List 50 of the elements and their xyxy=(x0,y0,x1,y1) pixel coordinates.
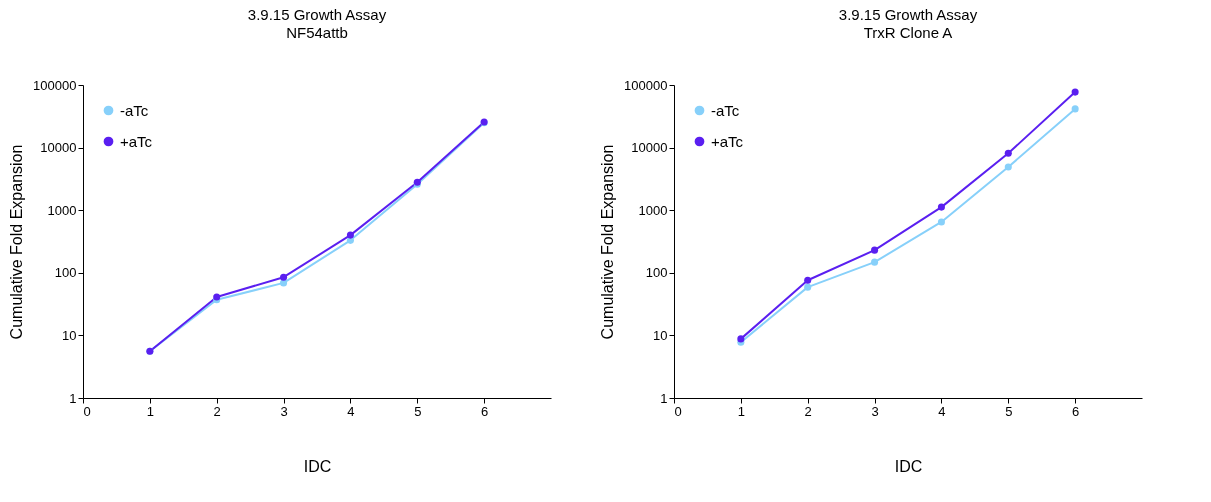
x-tick-label: 2 xyxy=(213,403,221,419)
point xyxy=(871,258,879,266)
x-tick-label: 1 xyxy=(737,403,745,419)
y-tick-label: 1 xyxy=(69,390,77,406)
y-tick-label: 1000 xyxy=(638,202,668,218)
legend-label: -aTc xyxy=(711,101,740,119)
point xyxy=(937,203,945,211)
x-tick-label: 3 xyxy=(871,403,879,419)
x-tick-label: 4 xyxy=(347,403,355,419)
x-tick-label: 1 xyxy=(146,403,154,419)
x-tick-label: 6 xyxy=(481,403,489,419)
x-tick-label: 5 xyxy=(1005,403,1013,419)
y-axis-title: Cumulative Fold Expansion xyxy=(599,144,617,340)
point xyxy=(1004,149,1012,157)
legend-label: +aTc xyxy=(711,132,744,150)
point xyxy=(937,218,945,226)
point xyxy=(871,246,879,254)
chart-title: 3.9.15 Growth Assay xyxy=(838,6,978,23)
x-tick-label: 6 xyxy=(1072,403,1080,419)
y-tick-label: 100 xyxy=(645,265,668,281)
point xyxy=(1071,88,1079,96)
chart-subtitle: NF54attb xyxy=(286,24,348,41)
legend-label: +aTc xyxy=(120,132,153,150)
x-tick-label: 2 xyxy=(804,403,812,419)
y-tick-label: 100000 xyxy=(33,77,77,93)
y-tick-label: 10000 xyxy=(631,140,668,156)
legend-label: -aTc xyxy=(120,101,149,119)
point xyxy=(346,231,354,239)
point xyxy=(804,276,812,284)
y-tick-label: 100000 xyxy=(624,77,668,93)
point xyxy=(1071,105,1079,113)
x-axis-title: IDC xyxy=(894,457,923,475)
y-tick-label: 1 xyxy=(660,390,668,406)
x-tick-label: 5 xyxy=(414,403,422,419)
point xyxy=(804,283,812,291)
y-tick-label: 1000 xyxy=(47,202,77,218)
y-tick-label: 10 xyxy=(653,327,668,343)
x-axis-title: IDC xyxy=(303,457,332,475)
y-tick-label: 100 xyxy=(54,265,77,281)
y-axis-title: Cumulative Fold Expansion xyxy=(8,144,26,340)
x-tick-label: 4 xyxy=(938,403,946,419)
point xyxy=(280,273,288,281)
chart-title: 3.9.15 Growth Assay xyxy=(247,6,387,23)
y-tick-label: 10000 xyxy=(40,140,77,156)
x-tick-label: 0 xyxy=(83,403,91,419)
y-tick-label: 10 xyxy=(62,327,77,343)
chart-subtitle: TrxR Clone A xyxy=(863,24,953,41)
x-tick-label: 0 xyxy=(674,403,682,419)
point xyxy=(1004,163,1012,171)
x-tick-label: 3 xyxy=(280,403,288,419)
